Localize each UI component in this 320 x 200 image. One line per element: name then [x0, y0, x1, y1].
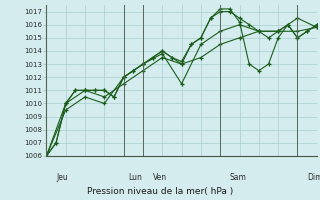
- Text: Pression niveau de la mer( hPa ): Pression niveau de la mer( hPa ): [87, 187, 233, 196]
- Text: Lun: Lun: [129, 173, 142, 182]
- Text: Dim: Dim: [307, 173, 320, 182]
- Text: Ven: Ven: [153, 173, 167, 182]
- Text: Sam: Sam: [230, 173, 247, 182]
- Text: Jeu: Jeu: [56, 173, 68, 182]
